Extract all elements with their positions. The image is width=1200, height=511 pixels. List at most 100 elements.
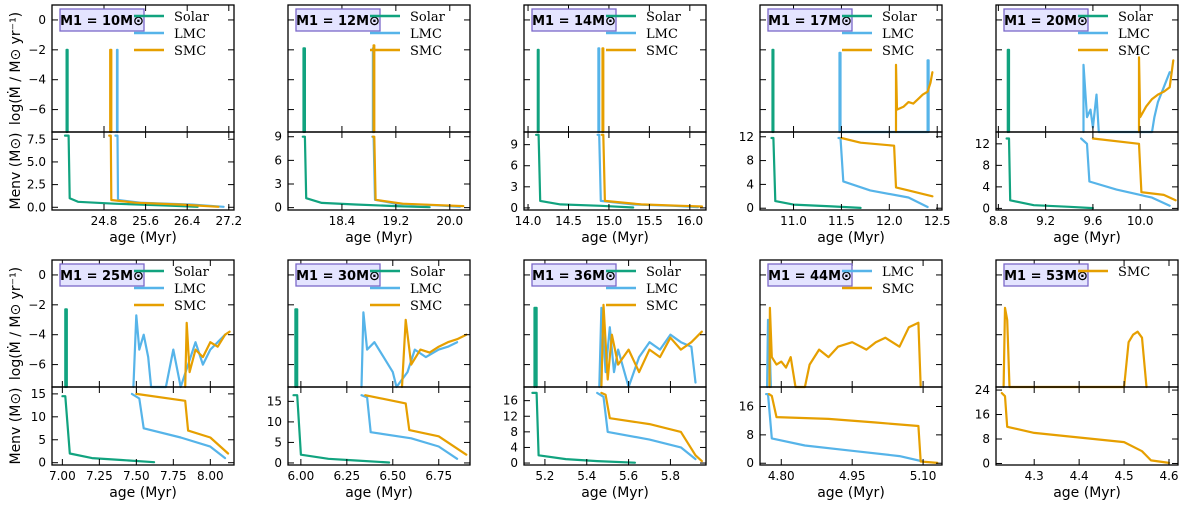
mdot-line-lmc: [838, 51, 930, 134]
x-tick-label: 5.2: [535, 469, 554, 483]
menv-axes: [287, 386, 471, 466]
y-axis-label-top: log(Ṁ / M⊙ yr⁻¹): [6, 12, 24, 125]
mdot-line-smc: [372, 44, 376, 134]
y-tick-label: 3: [510, 180, 518, 194]
menv-axes: [995, 386, 1179, 466]
x-tick-label: 12.5: [924, 214, 951, 228]
mass-label-box: [767, 263, 853, 287]
y-tick-label: 6: [274, 153, 282, 167]
x-axis-label: age (Myr): [345, 230, 413, 246]
menv-line-smc: [1091, 137, 1177, 202]
menv-line-smc: [1000, 392, 1171, 464]
panel-12: 18.4 19.2 20.0 0 3 6 9 age (Myr) M1 = 12M⊙ Solar L…: [274, 4, 471, 246]
menv-line-lmc: [130, 392, 227, 460]
y-tick-label: 2.5: [27, 178, 46, 192]
y-tick-label: 8: [982, 158, 990, 172]
y-tick-label: 16: [739, 400, 754, 414]
mass-label-box: [295, 263, 381, 287]
y-tick-label: 6: [510, 159, 518, 173]
x-axis-label: age (Myr): [109, 230, 177, 246]
legend-label-smc: SMC: [410, 299, 442, 314]
x-tick-label: 14.5: [555, 214, 582, 228]
x-tick-label: 10.0: [1127, 214, 1154, 228]
legend-label-lmc: LMC: [1118, 27, 1150, 42]
panel-44: 4.80 4.95 5.10 0 8 16 age (Myr) M1 = 44M⊙ LMC SMC: [739, 259, 943, 501]
y-tick-label: 4: [510, 440, 518, 454]
x-tick-label: 16.0: [676, 214, 703, 228]
y-tick-label: 12: [503, 409, 518, 423]
y-tick-label: −2: [28, 43, 46, 57]
x-tick-label: 11.0: [780, 214, 807, 228]
legend-label-solar: Solar: [174, 10, 210, 25]
x-tick-label: 5.4: [577, 469, 596, 483]
panel-30: 6.00 6.25 6.50 6.75 0 5 10 15 age (Myr) M1 = 30M⊙…: [267, 259, 471, 501]
mdot-line-solar: [533, 306, 538, 389]
menv-line-smc: [600, 133, 704, 208]
y-tick-label: 3: [274, 177, 282, 191]
mdot-line-smc: [600, 303, 703, 389]
y-tick-label: 0: [746, 456, 754, 470]
panel-20: 8.8 9.2 9.6 10.0 0 4 8 12 age (Myr) M1 = 20M⊙ Sola…: [975, 4, 1179, 246]
legend-label-smc: SMC: [1118, 265, 1150, 280]
menv-line-solar: [770, 136, 862, 209]
x-tick-label: 6.50: [379, 469, 406, 483]
x-tick-label: 25.6: [132, 214, 159, 228]
y-tick-label: 8: [746, 428, 754, 442]
y-tick-label: 24: [975, 383, 990, 397]
menv-line-solar: [292, 394, 391, 464]
mass-label: M1 = 12M⊙: [296, 14, 380, 29]
mdot-line-smc: [400, 318, 468, 389]
y-tick-label: 8: [510, 425, 518, 439]
x-tick-label: 4.5: [1115, 469, 1134, 483]
legend-label-smc: SMC: [174, 44, 206, 59]
x-tick-label: 7.75: [160, 469, 187, 483]
y-tick-label: 0: [38, 456, 46, 470]
y-tick-label: 10: [267, 415, 282, 429]
menv-line-lmc: [596, 391, 697, 461]
x-tick-label: 6.75: [425, 469, 452, 483]
x-tick-label: 5.10: [910, 469, 937, 483]
y-tick-label: 12: [739, 130, 754, 144]
panel-10: 24.8 25.6 26.4 27.2 0 −2 −4 −6 0.0 2.5 5.0 7.5 age (…: [6, 4, 242, 246]
mass-label-box: [767, 8, 853, 32]
mdot-line-lmc: [115, 48, 119, 134]
y-tick-label: 15: [31, 387, 46, 401]
x-tick-label: 15.0: [596, 214, 623, 228]
legend-label-solar: Solar: [646, 265, 682, 280]
x-tick-label: 9.6: [1083, 214, 1102, 228]
legend-label-smc: SMC: [646, 44, 678, 59]
panel-14: 14.0 14.5 15.0 15.5 16.0 0 3 6 9 age (Myr) M1 = 14…: [510, 4, 707, 246]
x-tick-label: 7.50: [123, 469, 150, 483]
menv-line-smc: [371, 135, 465, 208]
x-tick-label: 6.25: [333, 469, 360, 483]
mass-label: M1 = 44M⊙: [768, 269, 852, 284]
x-axis-label: age (Myr): [581, 485, 649, 501]
x-tick-label: 18.4: [329, 214, 356, 228]
mdot-line-smc: [1002, 306, 1148, 389]
legend-label-smc: SMC: [1118, 44, 1150, 59]
x-tick-label: 9.2: [1036, 214, 1055, 228]
mass-label: M1 = 20M⊙: [1004, 14, 1088, 29]
panel-17: 11.0 11.5 12.0 12.5 0 4 8 12 age (Myr) M1 = 17M⊙ S…: [739, 4, 951, 246]
x-axis-label: age (Myr): [1053, 230, 1121, 246]
x-tick-label: 7.00: [49, 469, 76, 483]
menv-axes: [51, 131, 235, 211]
menv-line-smc: [840, 136, 934, 198]
y-axis-label-bottom: Menv (M⊙): [8, 132, 24, 209]
menv-axes: [995, 131, 1179, 211]
x-axis-label: age (Myr): [581, 230, 649, 246]
mdot-line-lmc: [597, 47, 601, 134]
legend-label-solar: Solar: [410, 265, 446, 280]
menv-line-lmc: [360, 394, 459, 460]
mass-label-box: [59, 263, 145, 287]
y-tick-label: 0: [510, 456, 518, 470]
legend-label-smc: SMC: [882, 282, 914, 297]
menv-axes: [523, 386, 707, 466]
x-tick-label: 4.3: [1025, 469, 1044, 483]
mdot-line-solar: [294, 308, 299, 389]
x-tick-label: 5.8: [661, 469, 680, 483]
y-tick-label: 0: [38, 13, 46, 27]
x-tick-label: 8.8: [989, 214, 1008, 228]
panel-25: 7.00 7.25 7.50 7.75 8.00 0 −2 −4 −6 0 5 10 15 age (My…: [6, 259, 235, 501]
